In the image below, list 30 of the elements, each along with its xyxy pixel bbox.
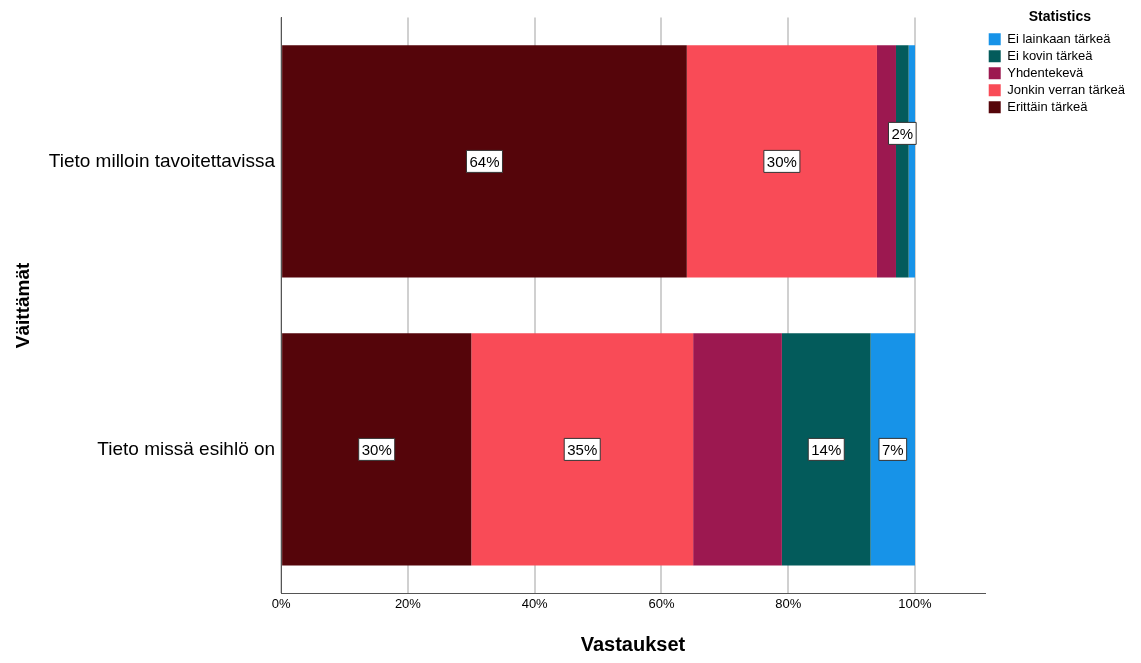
bar [781,333,871,566]
y-tick-label: Tieto milloin tavoitettavissa [48,149,276,171]
x-tick-label: 60% [648,595,675,611]
x-tick-label: 80% [775,595,802,611]
legend-title: Statistics [1028,7,1092,24]
legend-label: Ei lainkaan tärkeä [1007,30,1112,46]
y-tick-label: Tieto missä esihlö on [97,437,276,459]
legend-label: Ei kovin tärkeä [1007,47,1094,63]
x-tick-label: 100% [898,595,933,611]
legend-label: Yhdentekevä [1007,64,1084,80]
legend-label: Jonkin verran tärkeä [1007,81,1126,97]
data-label: 14% [811,440,842,458]
data-label: 2% [891,124,914,142]
legend-label: Erittäin tärkeä [1007,98,1089,114]
data-label: 30% [361,440,392,458]
data-label: 7% [881,440,904,458]
x-tick-label: 40% [521,595,549,611]
bar [471,333,694,566]
x-tick-label: 0% [271,595,291,611]
x-tick-label: 20% [394,595,422,611]
y-axis-title: Väittämät [11,261,33,349]
data-label: 35% [567,440,598,458]
data-label: 64% [469,152,500,170]
bar [693,333,782,566]
bar [282,45,687,278]
bar [870,333,915,566]
bar [686,45,877,278]
data-label: 30% [766,152,797,170]
bar [282,333,472,566]
x-axis-title: Vastaukset [580,632,686,655]
